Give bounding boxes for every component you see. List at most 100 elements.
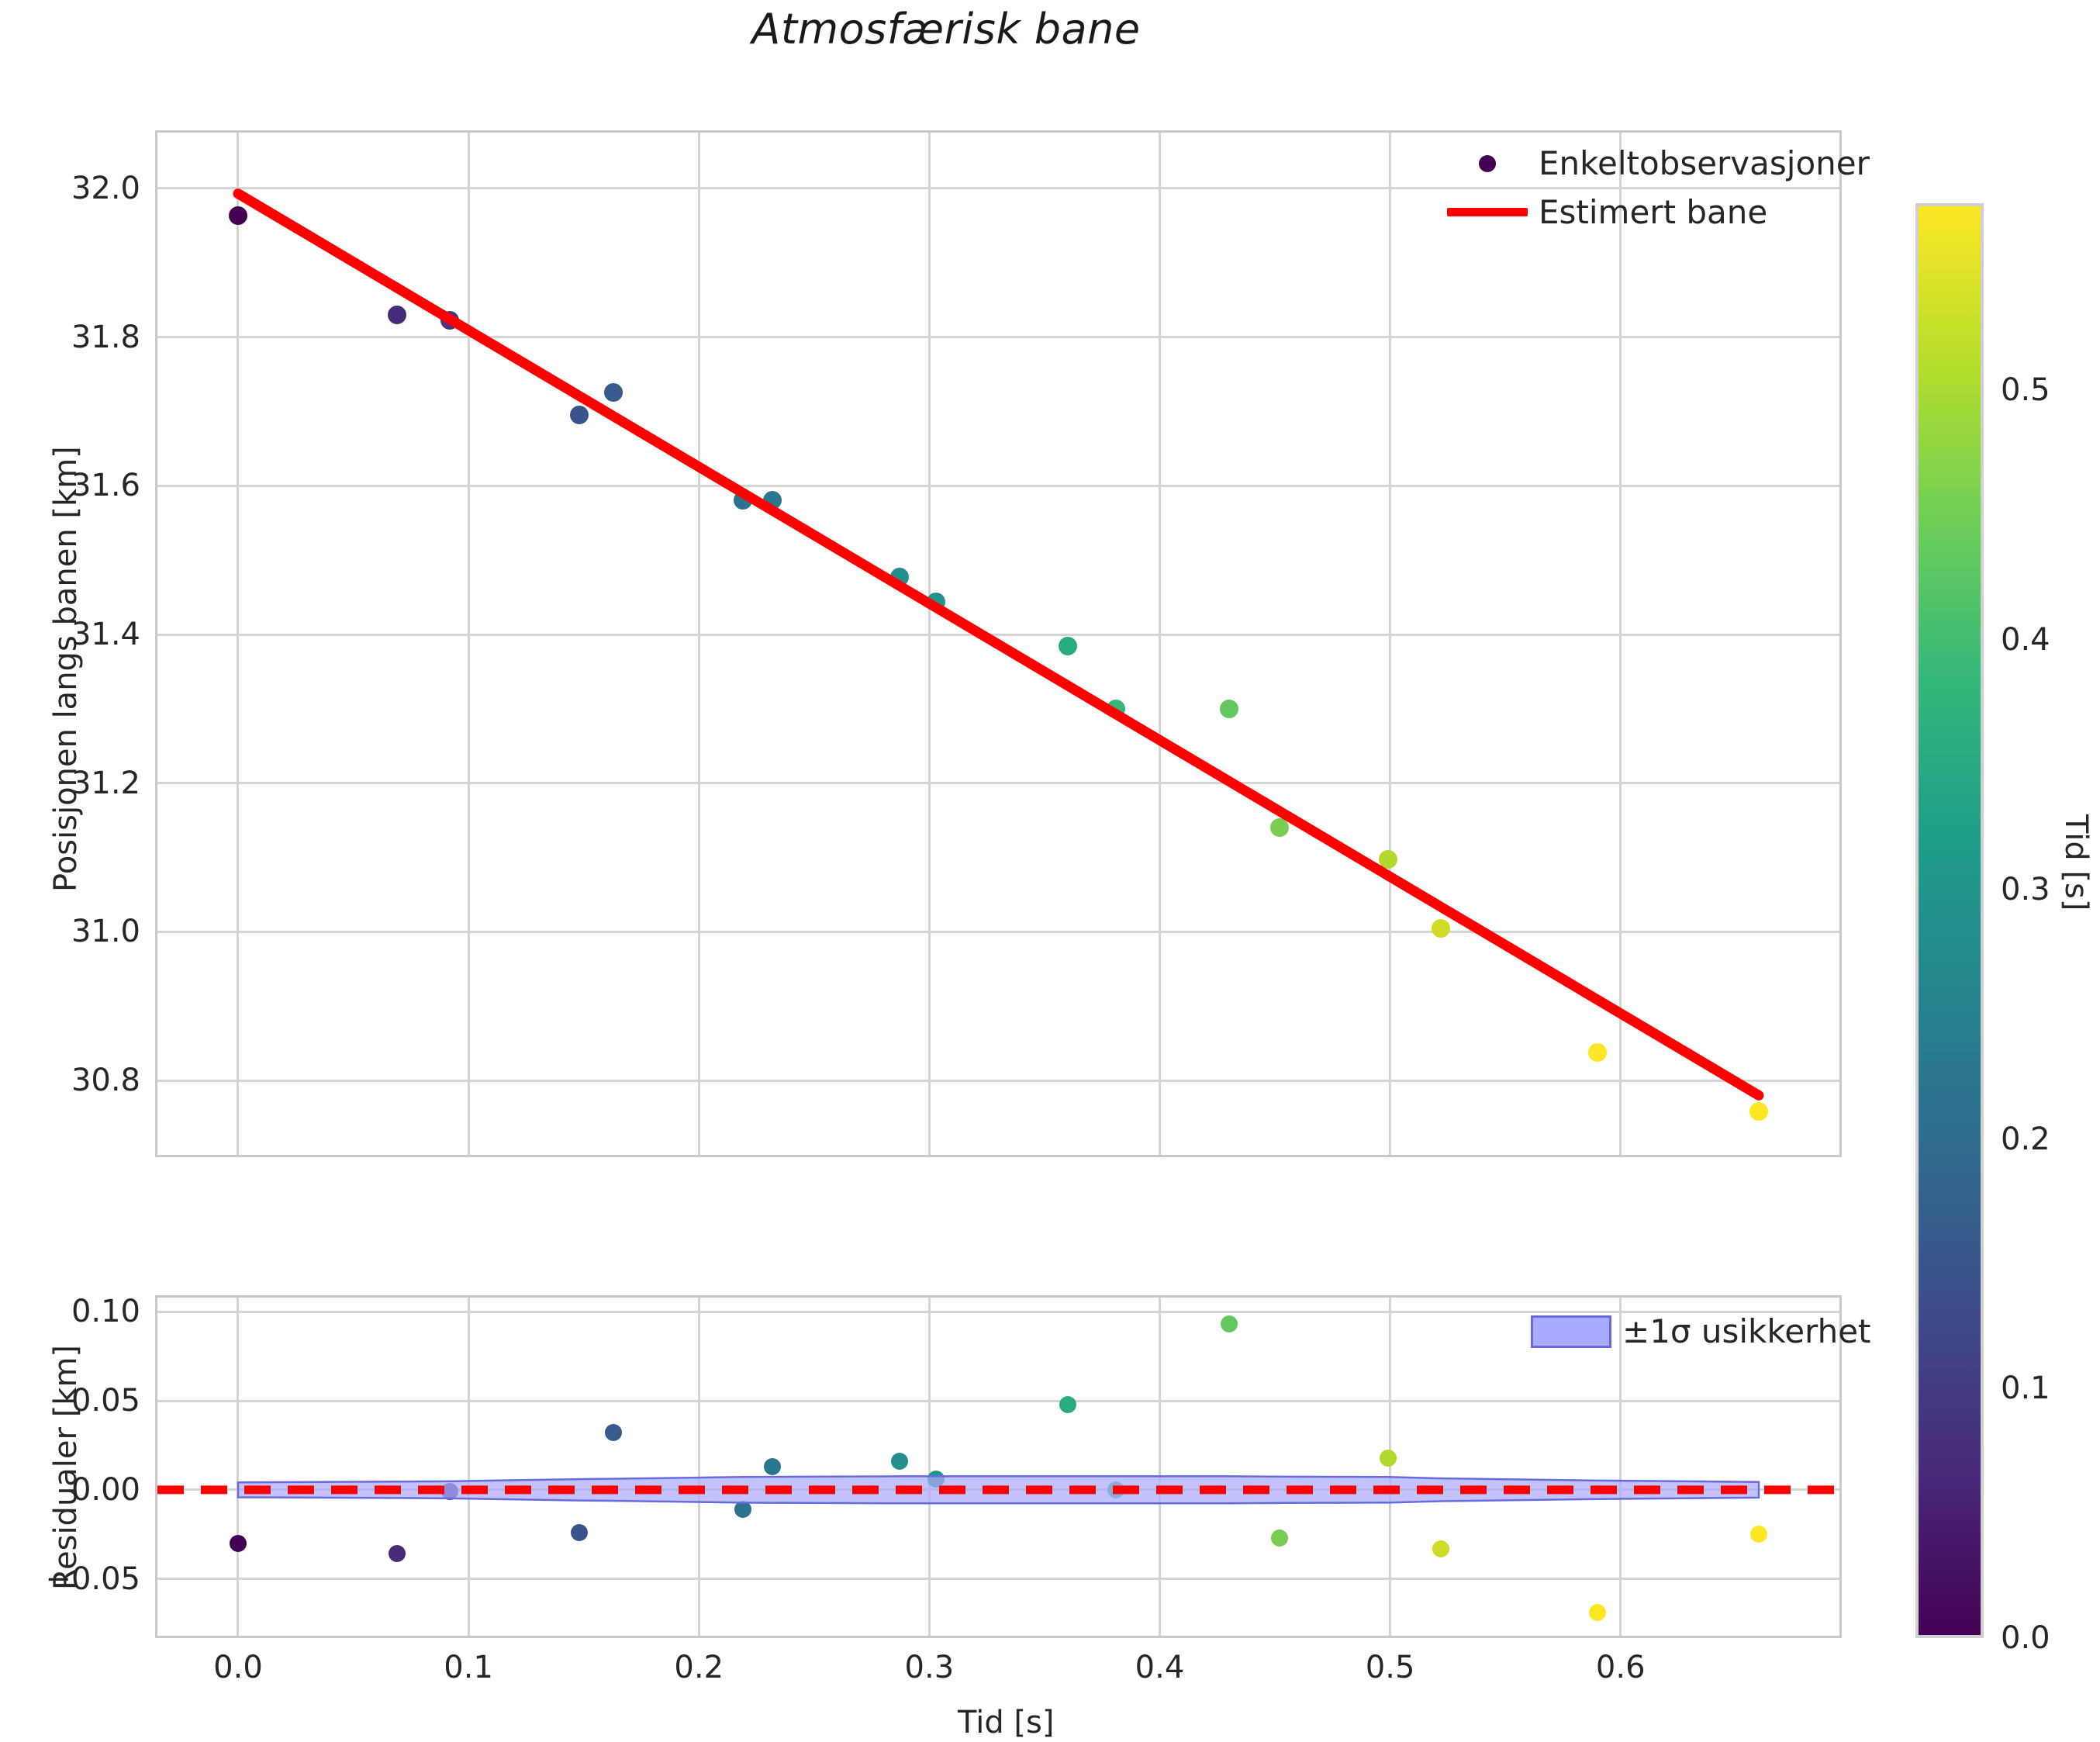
residuals-legend: ±1σ usikkerhet <box>1520 1312 1871 1350</box>
data-point <box>1058 637 1077 656</box>
legend-line-icon <box>1436 208 1539 216</box>
gridline-horizontal <box>157 1488 1839 1491</box>
trajectory-y-axis-title: Posisjonen langs banen [km] <box>48 446 84 892</box>
data-point <box>388 305 406 324</box>
data-point <box>927 1471 945 1488</box>
data-point <box>1270 1529 1288 1547</box>
gridline-vertical <box>697 1298 700 1636</box>
data-point <box>604 382 623 402</box>
gridline-vertical <box>467 1298 470 1636</box>
y-tick-label: 31.2 <box>71 765 140 801</box>
trajectory-legend: Enkeltobservasjoner Estimert bane <box>1436 144 1870 231</box>
x-tick-label: 0.1 <box>444 1650 493 1685</box>
data-point <box>927 592 946 611</box>
gridline-horizontal <box>157 1399 1839 1402</box>
y-tick-label: 0.10 <box>71 1294 140 1330</box>
data-point <box>1431 918 1450 938</box>
legend-marker-dot-icon <box>1436 154 1539 172</box>
data-point <box>389 1545 406 1563</box>
residuals-y-axis-title: Residualer [km] <box>48 1344 84 1590</box>
gridline-vertical <box>927 133 931 1155</box>
x-tick-label: 0.4 <box>1135 1650 1185 1685</box>
data-point <box>441 1483 459 1501</box>
x-tick-label: 0.5 <box>1365 1650 1415 1685</box>
gridline-horizontal <box>157 930 1839 933</box>
gridline-horizontal <box>157 633 1839 636</box>
data-point <box>889 568 909 587</box>
legend-item-label: Estimert bane <box>1539 193 1768 231</box>
x-tick-label: 0.0 <box>213 1650 263 1685</box>
gridline-horizontal <box>157 484 1839 487</box>
data-point <box>1378 850 1397 869</box>
gridline-vertical <box>237 1298 240 1636</box>
trajectory-plot-area <box>157 133 1839 1155</box>
gridline-horizontal <box>157 336 1839 339</box>
data-point <box>1749 1102 1768 1122</box>
x-tick-label: 0.3 <box>904 1650 955 1685</box>
colorbar-tick-label: 0.5 <box>2001 372 2050 409</box>
gridline-vertical <box>1619 1298 1622 1636</box>
data-point <box>890 1453 908 1471</box>
data-point <box>734 1501 751 1519</box>
gridline-vertical <box>1389 1298 1392 1636</box>
gridline-vertical <box>1389 133 1392 1155</box>
y-tick-label: 32.0 <box>71 170 140 206</box>
y-tick-label: 0.00 <box>71 1471 140 1508</box>
legend-line-icon <box>1447 208 1528 216</box>
gridline-vertical <box>467 133 470 1155</box>
data-point <box>569 406 589 425</box>
y-tick-label: −0.05 <box>45 1561 140 1597</box>
gridline-horizontal <box>157 782 1839 785</box>
data-point <box>763 490 782 510</box>
data-point <box>1379 1449 1397 1467</box>
data-point <box>1107 699 1126 718</box>
gridline-vertical <box>1158 133 1161 1155</box>
data-point <box>1220 1315 1238 1333</box>
data-point <box>1219 699 1238 718</box>
x-tick-label: 0.6 <box>1595 1650 1646 1685</box>
residuals-x-axis-title: Tid [s] <box>958 1705 1055 1740</box>
colorbar-tick-label: 0.2 <box>2001 1121 2050 1157</box>
y-tick-label: 30.8 <box>71 1063 140 1099</box>
y-tick-label: 31.6 <box>71 468 140 504</box>
legend-item[interactable]: Enkeltobservasjoner <box>1436 144 1870 182</box>
gridline-vertical <box>1158 1298 1161 1636</box>
colorbar-title: Tid [s] <box>2058 814 2094 911</box>
data-point <box>1269 818 1289 838</box>
colorbar-tick-label: 0.0 <box>2001 1620 2050 1656</box>
gridline-horizontal <box>157 1310 1839 1313</box>
data-point <box>228 206 247 226</box>
data-point <box>1588 1042 1608 1062</box>
colorbar-gradient <box>1915 203 1984 1638</box>
y-tick-label: 0.05 <box>71 1383 140 1419</box>
data-point <box>1432 1540 1449 1557</box>
legend-band-patch-icon <box>1531 1315 1611 1348</box>
x-tick-label: 0.2 <box>674 1650 724 1685</box>
data-point <box>229 1534 247 1552</box>
colorbar-tick-label: 0.4 <box>2001 622 2050 658</box>
chart-title: Atmosfærisk bane <box>751 5 1141 54</box>
gridline-horizontal <box>157 1079 1839 1082</box>
data-point <box>733 491 752 510</box>
data-point <box>1107 1481 1125 1498</box>
data-point <box>764 1458 782 1475</box>
y-tick-label: 31.8 <box>71 319 140 355</box>
y-tick-label: 31.0 <box>71 914 140 950</box>
gridline-vertical <box>697 133 700 1155</box>
legend-item-label: ±1σ usikkerhet <box>1622 1312 1871 1350</box>
legend-item[interactable]: ±1σ usikkerhet <box>1520 1312 1871 1350</box>
data-point <box>1059 1395 1076 1413</box>
legend-item-label: Enkeltobservasjoner <box>1539 144 1870 182</box>
legend-band-patch-icon <box>1520 1315 1622 1348</box>
y-tick-label: 31.4 <box>71 617 140 653</box>
gridline-horizontal <box>157 1578 1839 1581</box>
legend-item[interactable]: Estimert bane <box>1436 193 1870 231</box>
data-point <box>605 1424 623 1442</box>
gridline-vertical <box>237 133 240 1155</box>
legend-marker-dot-icon <box>1479 154 1496 172</box>
colorbar-tick-label: 0.3 <box>2001 871 2050 907</box>
gridline-horizontal <box>157 187 1839 190</box>
data-point <box>1750 1526 1767 1543</box>
gridline-vertical <box>927 1298 931 1636</box>
